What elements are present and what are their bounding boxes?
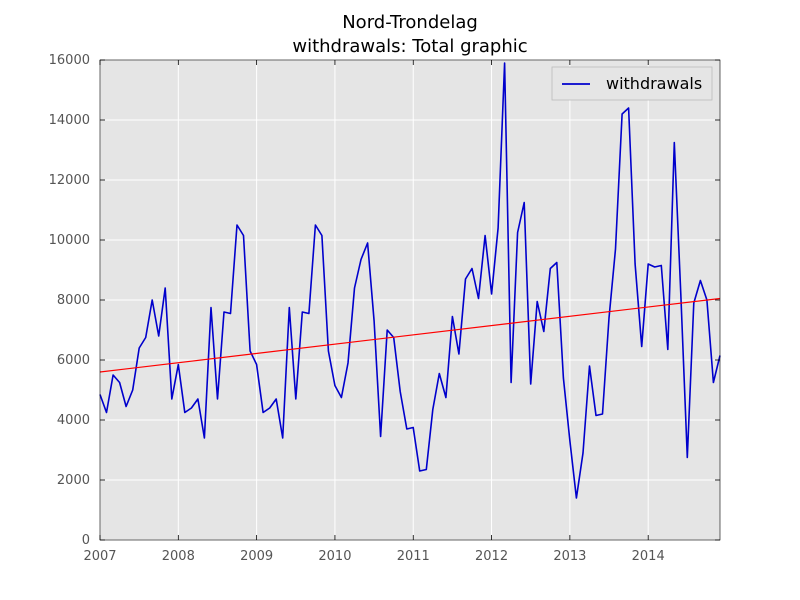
x-tick-label: 2008 xyxy=(162,549,195,564)
y-tick-label: 0 xyxy=(82,533,90,548)
y-tick-label: 2000 xyxy=(57,473,90,488)
y-tick-label: 14000 xyxy=(49,113,90,128)
series-layer xyxy=(99,62,721,499)
x-tick-label: 2010 xyxy=(318,549,351,564)
y-tick-label: 16000 xyxy=(49,53,90,68)
ticks: 2007 2008 2009 2010 2011 2012 2013 2014 0 2000 400… xyxy=(49,53,720,564)
legend: withdrawals xyxy=(551,66,713,101)
chart-title: Nord-Trondelag xyxy=(342,12,478,33)
x-tick-label: 2009 xyxy=(240,549,273,564)
chart-subtitle: withdrawals: Total graphic xyxy=(292,36,528,57)
x-tick-label: 2013 xyxy=(553,549,586,564)
y-tick-label: 6000 xyxy=(57,353,90,368)
y-tick-label: 12000 xyxy=(49,173,90,188)
series-withdrawals xyxy=(99,62,721,499)
x-tick-label: 2014 xyxy=(632,549,665,564)
x-tick-label: 2007 xyxy=(83,549,116,564)
legend-label: withdrawals xyxy=(606,74,702,93)
y-tick-label: 8000 xyxy=(57,293,90,308)
x-tick-label: 2011 xyxy=(397,549,430,564)
y-tick-label: 4000 xyxy=(57,413,90,428)
y-tick-label: 10000 xyxy=(49,233,90,248)
x-tick-label: 2012 xyxy=(475,549,508,564)
trend-line xyxy=(99,297,721,373)
